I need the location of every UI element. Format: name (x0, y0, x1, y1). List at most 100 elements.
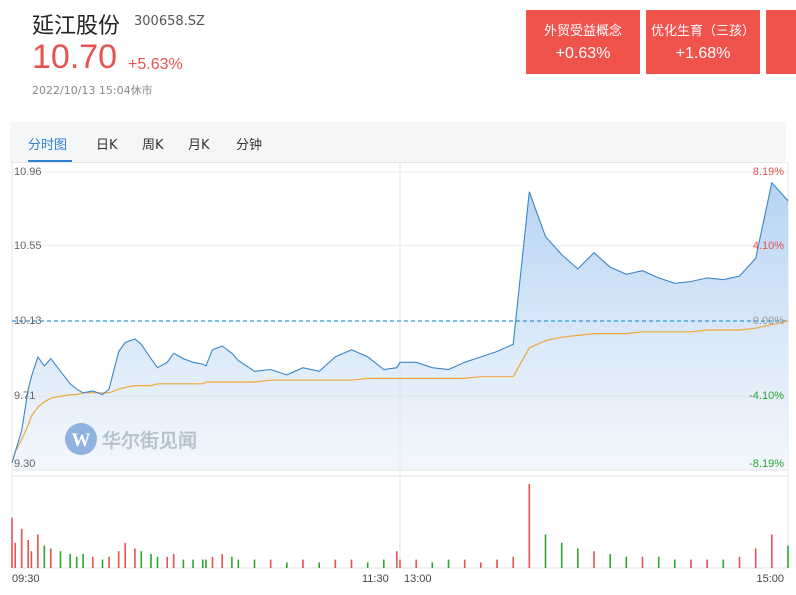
price-area (12, 182, 788, 471)
concept-card-foreign-trade[interactable]: 外贸受益概念 +0.63% (526, 10, 640, 74)
volume-bar (124, 542, 126, 568)
volume-bar (528, 484, 531, 568)
y-tick-left: 10.13 (14, 315, 42, 327)
volume-bar (20, 528, 23, 568)
volume-bar (447, 559, 450, 568)
volume-bar (27, 540, 29, 568)
volume-bar (302, 559, 304, 568)
concept-name: 外贸受益概念 (543, 24, 622, 39)
volume-bar (43, 545, 46, 568)
x-tick: 11:30 (362, 573, 389, 585)
volume-bar (108, 556, 110, 568)
volume-bar (674, 559, 676, 568)
volume-bar (192, 559, 194, 568)
volume-bar (221, 554, 223, 568)
y-tick-right: 8.19% (752, 166, 784, 178)
volume-bar (182, 559, 185, 568)
volume-bar (211, 556, 214, 568)
volume-bar (172, 554, 175, 568)
y-tick-left: 9.30 (14, 458, 36, 470)
tab-weekly-k[interactable]: 周K (142, 138, 164, 153)
y-tick-right: 0.00% (752, 315, 784, 327)
svg-text:W: W (72, 430, 91, 451)
volume-bar (253, 559, 256, 568)
volume-bar (318, 562, 320, 568)
concept-name: 优化生育（三孩） (650, 24, 755, 39)
concept-card-partial[interactable] (766, 10, 796, 74)
price-change-percent: +5.63% (128, 56, 183, 73)
tab-intraday[interactable]: 分时图 (28, 138, 68, 153)
volume-bar (396, 551, 398, 568)
volume-bar (30, 551, 33, 568)
current-price: 10.70 (32, 38, 118, 76)
active-tab-indicator (28, 160, 72, 162)
volume-bars (11, 484, 789, 568)
volume-bar (480, 562, 482, 568)
price-line (11, 181, 789, 463)
x-tick: 13:00 (404, 573, 432, 585)
volume-bar (754, 548, 757, 568)
y-tick-right: -4.10% (749, 390, 784, 403)
volume-bar (14, 542, 16, 568)
volume-bar (59, 551, 62, 568)
watermark: W 华尔街见闻 (64, 422, 197, 460)
volume-bar (231, 556, 233, 568)
market-timestamp: 2022/10/13 15:04休市 (32, 84, 153, 97)
volume-bar (134, 548, 136, 568)
volume-bar (496, 559, 498, 568)
y-tick-right: -8.19% (749, 458, 784, 470)
volume-bar (609, 554, 611, 568)
volume-bar (431, 562, 434, 568)
volume-bar (512, 556, 514, 568)
y-tick-right: 4.10% (752, 239, 784, 252)
volume-bar (415, 559, 417, 568)
tab-monthly-k[interactable]: 月K (188, 138, 210, 153)
volume-bar (366, 562, 369, 568)
volume-bar (690, 559, 692, 568)
average-price-line (11, 320, 789, 463)
volume-bar (577, 548, 579, 568)
y-tick-left: 9.71 (14, 390, 36, 403)
volume-bar (37, 534, 39, 568)
volume-bar (657, 556, 660, 568)
volume-bar (11, 517, 13, 568)
volume-bar (140, 551, 143, 568)
volume-bar (117, 551, 120, 568)
volume-bar (722, 559, 725, 568)
volume-bar (75, 556, 78, 568)
chart-tabs: 分时图 日K 周K 月K 分钟 (10, 122, 786, 163)
stock-name: 延江股份 (32, 14, 121, 39)
x-tick: 15:00 (756, 573, 784, 585)
volume-bar (706, 559, 708, 568)
volume-bar (771, 534, 773, 568)
volume-bar (202, 559, 204, 568)
volume-bar (593, 551, 595, 568)
concept-change: +1.68% (675, 45, 731, 62)
tab-daily-k[interactable]: 日K (96, 138, 118, 153)
y-tick-left: 10.96 (14, 166, 42, 178)
concept-card-fertility[interactable]: 优化生育（三孩） +1.68% (646, 10, 760, 74)
stock-code: 300658.SZ (134, 14, 205, 29)
volume-bar (150, 554, 152, 568)
y-tick-left: 10.55 (14, 239, 42, 252)
watermark-logo-icon: W (65, 423, 97, 455)
volume-bar (92, 556, 94, 568)
volume-bar (82, 554, 84, 568)
volume-bar (101, 559, 104, 568)
volume-bar (237, 559, 240, 568)
concept-change: +0.63% (555, 45, 611, 62)
volume-bar (625, 556, 628, 568)
volume-bar (641, 556, 644, 568)
volume-bar (738, 556, 741, 568)
watermark-text: 华尔街见闻 (102, 430, 198, 452)
volume-bar (350, 559, 353, 568)
volume-bar (156, 556, 159, 568)
volume-bar (269, 559, 272, 568)
volume-bar (166, 556, 168, 568)
volume-bar (334, 559, 337, 568)
volume-bar (560, 542, 563, 568)
volume-bar (399, 559, 401, 568)
tab-minute[interactable]: 分钟 (236, 138, 263, 153)
volume-bar (50, 548, 52, 568)
